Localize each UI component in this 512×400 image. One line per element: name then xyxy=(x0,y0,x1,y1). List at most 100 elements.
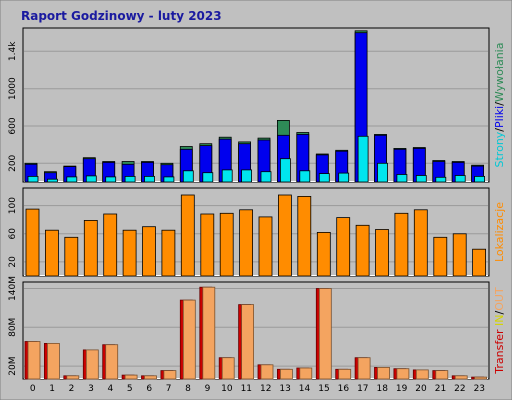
chart-title: Raport Godzinowy - luty 2023 xyxy=(21,9,222,23)
bar-transfer-out-4 xyxy=(105,344,119,380)
bar-transfer-out-5 xyxy=(124,374,138,380)
bar-lokalizacje-5 xyxy=(122,229,137,277)
bar-strony-23 xyxy=(474,175,486,183)
panel-frame xyxy=(22,281,490,380)
panel-top: 200 600 1000 1.4k Strony/Pliki/Wywołania xyxy=(8,27,506,183)
bar-lokalizacje-19 xyxy=(394,212,409,277)
x-tick-label: 6 xyxy=(146,384,152,394)
x-tick-label: 4 xyxy=(108,384,114,394)
bar-transfer-out-12 xyxy=(260,364,274,380)
y-tick-label: 200 xyxy=(8,154,18,171)
side-label-middle: Lokalizacje xyxy=(493,202,506,262)
bar-lokalizacje-12 xyxy=(258,216,273,277)
bar-lokalizacje-4 xyxy=(103,213,118,277)
x-tick-label: 0 xyxy=(30,384,36,394)
bar-lokalizacje-6 xyxy=(142,226,156,277)
side-label-part: / xyxy=(493,128,506,132)
x-tick-label: 19 xyxy=(396,384,408,394)
bar-lokalizacje-22 xyxy=(452,233,467,277)
bar-transfer-out-15 xyxy=(318,288,332,380)
bar-strony-6 xyxy=(144,175,155,183)
y-tick-label: 600 xyxy=(8,117,18,134)
bar-strony-16 xyxy=(338,172,350,183)
bar-transfer-out-7 xyxy=(163,370,177,380)
bar-transfer-out-13 xyxy=(279,368,293,380)
bar-strony-21 xyxy=(435,176,447,183)
bar-lokalizacje-17 xyxy=(355,224,370,277)
x-tick-label: 2 xyxy=(69,384,75,394)
bar-strony-5 xyxy=(124,175,136,183)
side-label-top: Strony/Pliki/Wywołania xyxy=(493,43,506,168)
panel-middle: 20 60 100 Lokalizacje xyxy=(8,187,506,277)
side-label-part: / xyxy=(493,310,506,314)
bar-transfer-out-18 xyxy=(377,366,390,380)
x-tick-label: 20 xyxy=(415,384,427,394)
bar-lokalizacje-23 xyxy=(472,248,487,277)
x-axis-labels: 0 1 2 3 4 5 6 7 8 9 10 11 12 13 14 15 16 17 18 19 20 21 22 23 xyxy=(30,384,485,394)
x-tick-label: 3 xyxy=(88,384,94,394)
x-tick-label: 12 xyxy=(260,384,271,394)
y-tick-label: 20 xyxy=(8,256,18,268)
side-label-bottom: Transfer IN/OUT xyxy=(493,287,506,375)
bar-transfer-out-11 xyxy=(241,304,255,380)
x-tick-label: 1 xyxy=(49,384,55,394)
bar-lokalizacje-16 xyxy=(336,217,351,277)
bar-lokalizacje-1 xyxy=(45,229,59,277)
y-tick-label: 1000 xyxy=(8,77,18,100)
chart-panels: 200 600 1000 1.4k Strony/Pliki/Wywołania 20 60… xyxy=(8,27,506,380)
bar-transfer-out-2 xyxy=(66,375,80,380)
bar-strony-1 xyxy=(47,178,58,183)
bar-lokalizacje-14 xyxy=(297,195,312,277)
x-tick-label: 14 xyxy=(299,384,311,394)
bar-strony-20 xyxy=(415,175,427,183)
y-tick-label: 1.4k xyxy=(8,41,18,61)
bar-transfer-out-6 xyxy=(144,375,157,380)
bar-lokalizacje-18 xyxy=(375,229,389,277)
bar-strony-17 xyxy=(357,135,369,183)
x-tick-label: 23 xyxy=(474,384,485,394)
bar-transfer-out-0 xyxy=(27,341,41,380)
y-tick-label: 140M xyxy=(8,276,18,301)
bar-lokalizacje-21 xyxy=(433,236,448,277)
y-tick-label: 100 xyxy=(8,197,18,214)
bar-transfer-out-22 xyxy=(454,375,468,380)
x-tick-label: 8 xyxy=(185,384,191,394)
y-tick-label: 80M xyxy=(8,318,18,337)
x-tick-label: 21 xyxy=(435,384,446,394)
side-label-part: IN xyxy=(493,314,506,325)
bar-transfer-out-3 xyxy=(85,349,99,380)
bar-transfer-out-17 xyxy=(357,357,371,380)
bar-lokalizacje-2 xyxy=(64,236,79,277)
bar-transfer-out-21 xyxy=(435,370,449,380)
bar-lokalizacje-10 xyxy=(219,212,234,277)
bar-strony-14 xyxy=(299,170,311,183)
side-label-part: / xyxy=(493,102,506,106)
bar-lokalizacje-7 xyxy=(161,229,176,277)
bar-lokalizacje-9 xyxy=(200,213,215,277)
bar-transfer-out-8 xyxy=(182,299,196,380)
bar-lokalizacje-0 xyxy=(25,208,40,277)
bar-lokalizacje-11 xyxy=(239,209,254,277)
side-label-part: Lokalizacje xyxy=(493,202,506,262)
bar-strony-0 xyxy=(27,175,39,183)
panel-frame xyxy=(22,27,490,183)
bar-transfer-out-14 xyxy=(299,367,313,380)
bar-strony-15 xyxy=(318,173,330,183)
x-tick-label: 9 xyxy=(205,384,211,394)
bar-transfer-out-9 xyxy=(202,286,216,380)
side-label-part: Transfer xyxy=(493,329,506,375)
bar-lokalizacje-15 xyxy=(316,231,331,277)
x-tick-label: 10 xyxy=(221,384,233,394)
panel-bottom: 20M 80M 140M Transfer IN/OUT xyxy=(8,276,506,380)
side-label-part: OUT xyxy=(493,287,506,311)
bar-lokalizacje-20 xyxy=(413,209,428,277)
bar-strony-22 xyxy=(454,175,466,183)
bar-strony-13 xyxy=(279,158,291,183)
x-tick-label: 18 xyxy=(376,384,388,394)
side-label-part: Strony xyxy=(493,131,506,167)
bar-strony-18 xyxy=(377,162,388,183)
bar-strony-4 xyxy=(105,176,117,183)
y-tick-label: 60 xyxy=(8,228,18,240)
bar-lokalizacje-3 xyxy=(83,219,98,277)
